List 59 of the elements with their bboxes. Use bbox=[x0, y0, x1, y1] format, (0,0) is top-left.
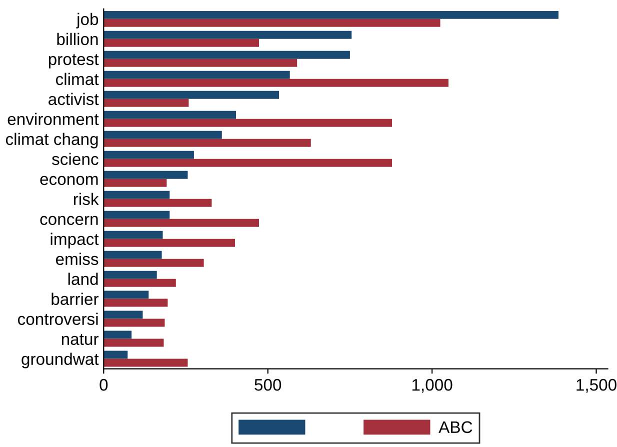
bar bbox=[104, 290, 149, 299]
bar bbox=[104, 50, 350, 59]
bar bbox=[104, 18, 440, 27]
bar bbox=[104, 210, 170, 219]
bar bbox=[104, 238, 236, 247]
bar bbox=[104, 230, 163, 239]
y-tick-label: scienc bbox=[52, 152, 98, 166]
bar bbox=[104, 138, 311, 147]
bar bbox=[104, 150, 194, 159]
x-tick-label: 1,500 bbox=[576, 378, 616, 393]
y-tick-label: controversi bbox=[18, 312, 98, 325]
bar bbox=[104, 190, 170, 199]
bar bbox=[104, 58, 298, 67]
bar bbox=[104, 110, 236, 119]
y-tick-label: land bbox=[68, 272, 98, 286]
bar bbox=[104, 350, 128, 359]
y-tick-label: impact bbox=[50, 232, 99, 248]
bar bbox=[104, 310, 143, 319]
bar bbox=[104, 250, 162, 259]
y-tick-label: risk bbox=[74, 192, 99, 206]
bar bbox=[104, 70, 290, 79]
bar bbox=[104, 10, 558, 19]
bar bbox=[104, 318, 165, 327]
bar bbox=[104, 30, 352, 39]
bar bbox=[104, 258, 204, 267]
bar bbox=[104, 198, 212, 207]
bar bbox=[104, 90, 280, 99]
bar bbox=[104, 330, 132, 339]
bar bbox=[104, 178, 167, 187]
bar bbox=[104, 358, 188, 367]
x-tick-label: 0 bbox=[100, 378, 108, 391]
y-tick-label: barrier bbox=[52, 292, 99, 306]
bar bbox=[104, 158, 392, 167]
bar bbox=[104, 278, 176, 287]
bar bbox=[104, 170, 188, 179]
y-tick-label: emiss bbox=[56, 252, 98, 266]
x-tick-label: 1,000 bbox=[412, 378, 452, 393]
y-tick-label: econom bbox=[40, 176, 98, 186]
y-tick-label: climat bbox=[56, 72, 99, 86]
bar bbox=[104, 218, 259, 227]
bar bbox=[104, 338, 164, 347]
bar bbox=[104, 298, 168, 307]
bar bbox=[104, 270, 157, 279]
bar bbox=[104, 98, 189, 107]
bar bbox=[104, 78, 448, 87]
y-tick-label: billion bbox=[57, 32, 98, 46]
x-tick-label: 500 bbox=[254, 378, 282, 391]
y-tick-label: climat chang bbox=[6, 132, 98, 148]
bar bbox=[104, 118, 392, 127]
y-tick-label: groundwat bbox=[22, 352, 99, 368]
y-tick-label: environment bbox=[8, 112, 99, 126]
y-tick-label: activist bbox=[48, 92, 99, 106]
bar bbox=[104, 38, 259, 47]
legend-label: ABC bbox=[438, 421, 472, 434]
bar bbox=[104, 130, 222, 139]
y-tick-label: natur bbox=[62, 334, 99, 345]
y-tick-label: protest bbox=[48, 54, 99, 68]
y-tick-label: concern bbox=[40, 216, 98, 226]
y-tick-label: job bbox=[76, 12, 98, 28]
